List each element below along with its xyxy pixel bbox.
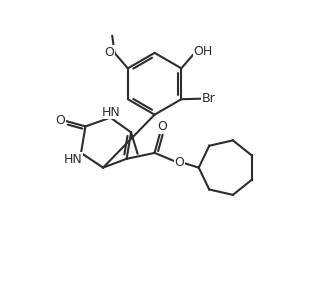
Text: Br: Br: [202, 92, 216, 105]
Text: O: O: [104, 46, 114, 59]
Text: O: O: [158, 120, 168, 133]
Text: HN: HN: [102, 106, 121, 119]
Text: O: O: [56, 114, 66, 127]
Text: OH: OH: [193, 45, 212, 58]
Text: HN: HN: [63, 153, 82, 166]
Text: O: O: [175, 157, 184, 169]
